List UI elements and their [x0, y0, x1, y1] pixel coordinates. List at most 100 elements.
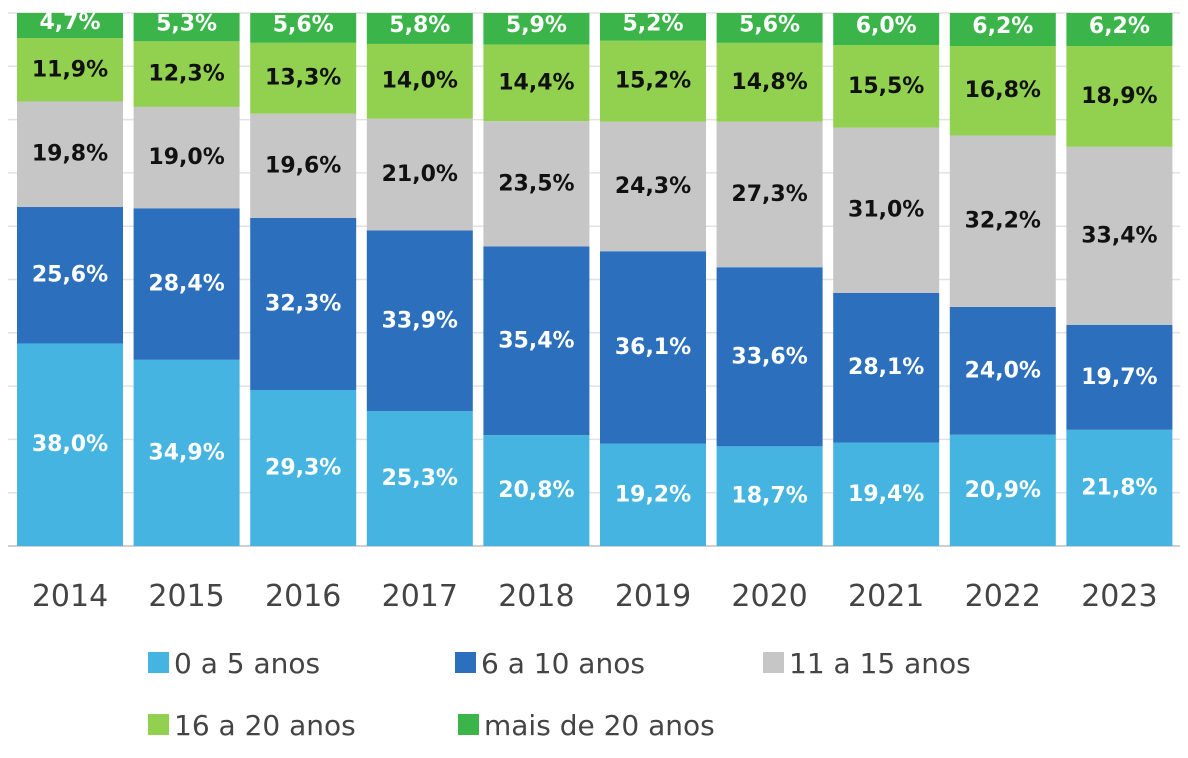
bar-segment	[366, 13, 473, 44]
data-label: 34,9%	[148, 440, 224, 465]
bar-segment	[17, 343, 123, 546]
bar-segment	[250, 13, 357, 43]
data-label: 6,0%	[856, 13, 917, 38]
bar-segment	[600, 121, 706, 252]
bar-segment	[600, 443, 706, 546]
data-label: 31,0%	[848, 198, 924, 223]
bar-segment	[366, 230, 473, 412]
bar-segment	[949, 434, 1056, 546]
bar-segment	[716, 121, 823, 268]
bar-segment	[833, 442, 940, 546]
bar-segment	[483, 13, 590, 45]
legend-item: 6 a 10 anos	[455, 647, 645, 680]
x-tick-label: 2014	[32, 579, 108, 614]
bar-segment	[366, 411, 473, 546]
data-label: 18,9%	[1081, 84, 1157, 109]
bar-segment	[600, 13, 706, 41]
bar-segment	[833, 13, 940, 45]
bar-segment	[833, 127, 940, 293]
data-label: 5,3%	[156, 12, 217, 37]
data-label: 5,6%	[739, 12, 800, 37]
legend-label: 16 a 20 anos	[174, 709, 356, 742]
legend: 0 a 5 anos 6 a 10 anos 11 a 15 anos 16 a 20…	[148, 647, 971, 742]
bar-segment	[250, 218, 357, 390]
legend-item: 16 a 20 anos	[148, 709, 356, 742]
data-label: 32,2%	[965, 209, 1041, 234]
data-label: 29,3%	[265, 455, 341, 480]
x-tick-label: 2019	[615, 579, 691, 614]
legend-swatch	[458, 714, 479, 735]
data-label: 33,6%	[731, 344, 807, 369]
legend-label: 11 a 15 anos	[789, 647, 971, 680]
bar-segment	[949, 306, 1056, 435]
bar-segment	[716, 13, 823, 43]
legend-label: 0 a 5 anos	[174, 647, 320, 680]
bar-segment	[716, 267, 823, 447]
data-label: 38,0%	[32, 432, 108, 457]
bar-segment	[949, 13, 1056, 47]
data-label: 11,9%	[32, 57, 108, 82]
data-label: 4,7%	[39, 10, 100, 35]
legend-label: 6 a 10 anos	[481, 647, 645, 680]
legend-label: mais de 20 anos	[484, 709, 715, 742]
bar-segment	[600, 251, 706, 444]
bar-segment	[17, 207, 123, 344]
data-label: 19,7%	[1081, 365, 1157, 390]
bar-segment	[250, 113, 357, 218]
data-label: 5,2%	[622, 11, 683, 36]
data-label: 16,8%	[965, 78, 1041, 103]
data-label: 35,4%	[498, 328, 574, 353]
data-label: 12,3%	[148, 62, 224, 87]
data-label: 27,3%	[731, 182, 807, 207]
data-label: 24,3%	[615, 174, 691, 199]
x-tick-label: 2018	[498, 579, 574, 614]
data-label: 33,9%	[382, 308, 458, 333]
x-tick-label: 2017	[382, 579, 458, 614]
data-label: 14,8%	[731, 70, 807, 95]
x-tick-label: 2023	[1081, 579, 1157, 614]
data-label: 20,9%	[965, 478, 1041, 503]
bar-segment	[949, 135, 1056, 307]
legend-swatch	[455, 652, 476, 673]
data-label: 28,1%	[848, 355, 924, 380]
x-tick-label: 2022	[965, 579, 1041, 614]
data-label: 36,1%	[615, 335, 691, 360]
bar-segment	[133, 106, 240, 209]
legend-swatch	[148, 652, 169, 673]
data-label: 14,0%	[382, 69, 458, 94]
bar-segment	[833, 44, 940, 128]
data-label: 19,8%	[32, 142, 108, 167]
bar-segment	[133, 359, 240, 546]
bar-segment	[250, 389, 357, 546]
bar-segment	[716, 446, 823, 546]
data-label: 15,5%	[848, 74, 924, 99]
data-label: 15,2%	[615, 69, 691, 94]
bar-segment	[483, 44, 590, 122]
bar-segment	[483, 246, 590, 436]
data-label: 24,0%	[965, 358, 1041, 383]
data-label: 5,9%	[506, 13, 567, 38]
legend-swatch	[763, 652, 784, 673]
data-label: 21,8%	[1081, 475, 1157, 500]
bar-segment	[133, 13, 240, 42]
data-label: 25,3%	[382, 466, 458, 491]
x-tick-label: 2015	[148, 579, 224, 614]
data-label: 33,4%	[1081, 223, 1157, 248]
legend-swatch	[148, 714, 169, 735]
data-label: 14,4%	[498, 70, 574, 95]
data-label: 21,0%	[382, 162, 458, 187]
bar-segment	[1066, 146, 1173, 325]
bar-segment	[250, 42, 357, 114]
data-label: 19,4%	[848, 482, 924, 507]
x-tick-label: 2020	[731, 579, 807, 614]
data-label: 13,3%	[265, 66, 341, 91]
bar-segment	[366, 43, 473, 119]
data-label: 5,6%	[273, 12, 334, 37]
data-label: 18,7%	[731, 484, 807, 509]
x-axis-labels: 2014 2015 2016 2017 2018 2019 2020 2021 2022 2023	[32, 579, 1158, 614]
bar-segment	[17, 101, 123, 208]
data-label: 6,2%	[972, 14, 1033, 39]
bar-segment	[716, 42, 823, 122]
legend-item: 0 a 5 anos	[148, 647, 320, 680]
